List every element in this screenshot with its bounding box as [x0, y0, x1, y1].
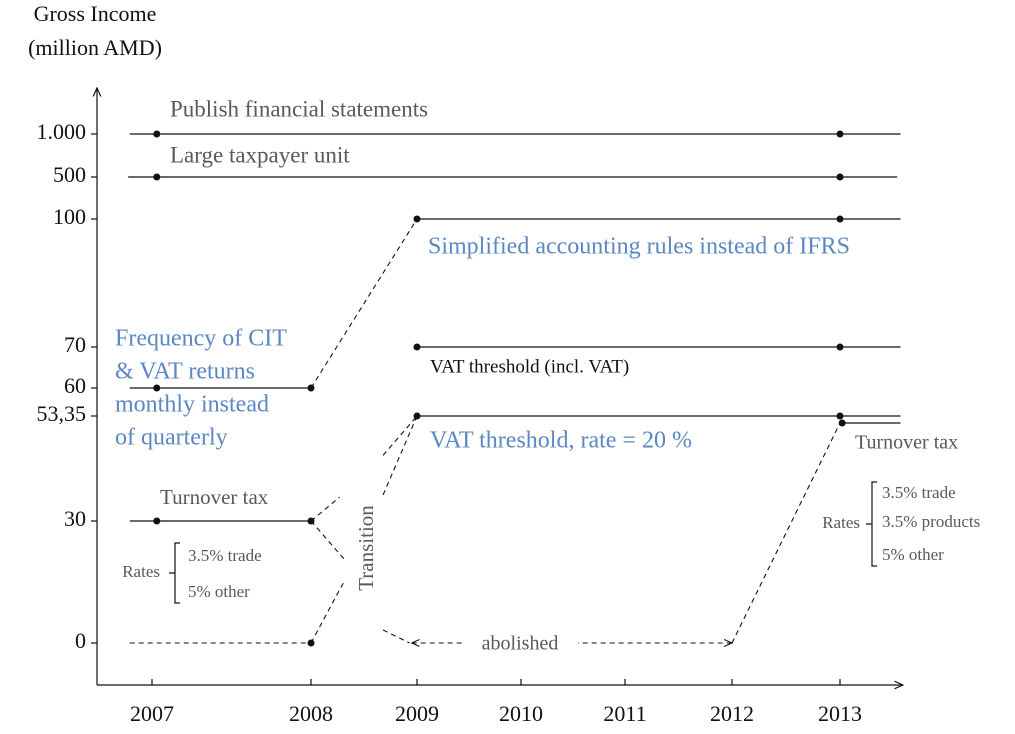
point: [838, 419, 846, 427]
threshold-segment: [310, 496, 340, 522]
annotation: Turnover tax: [160, 485, 269, 509]
annotation: Publish financial statements: [170, 96, 428, 121]
annotation: VAT threshold (incl. VAT): [430, 356, 629, 377]
rate-item: 3.5% trade: [882, 483, 956, 502]
y-axis-label: (million AMD): [28, 35, 162, 60]
rate-item: 3.5% trade: [188, 546, 262, 565]
point: [153, 517, 161, 525]
threshold-segment: [310, 520, 346, 561]
point: [413, 343, 421, 351]
y-tick-label: 30: [64, 506, 86, 531]
x-tick-label: 2007: [130, 701, 174, 726]
annotation: abolished: [482, 633, 559, 655]
y-tick-label: 100: [53, 204, 86, 229]
annotation: monthly instead: [115, 392, 269, 418]
x-tick-label: 2013: [818, 701, 862, 726]
point: [836, 173, 844, 181]
label-background: [462, 630, 578, 658]
point: [413, 215, 421, 223]
annotation: Large taxpayer unit: [170, 142, 350, 167]
y-tick-label: 0: [75, 628, 86, 653]
brace: [169, 542, 180, 604]
annotation: Frequency of CIT: [115, 326, 287, 352]
rates-label: Rates: [122, 562, 160, 581]
x-tick-label: 2008: [289, 701, 333, 726]
point: [836, 412, 844, 420]
x-tick-label: 2010: [499, 701, 543, 726]
brace: [866, 481, 877, 567]
threshold-segment: [310, 579, 346, 644]
annotation: & VAT returns: [115, 359, 255, 385]
threshold-segment: [382, 415, 418, 496]
y-tick-label: 53,35: [37, 401, 87, 426]
point: [307, 639, 315, 647]
x-tick-label: 2009: [395, 701, 439, 726]
annotation: VAT threshold, rate = 20 %: [430, 428, 692, 454]
point: [307, 384, 315, 392]
threshold-segment: [382, 629, 410, 644]
point: [153, 130, 161, 138]
threshold-segment: [382, 415, 418, 456]
rate-item: 3.5% products: [882, 512, 980, 531]
annotation: Simplified accounting rules instead of I…: [428, 234, 850, 260]
x-tick-label: 2012: [710, 701, 754, 726]
y-tick-label: 70: [64, 332, 86, 357]
y-tick-label: 500: [53, 162, 86, 187]
point: [413, 412, 421, 420]
rate-item: 5% other: [188, 582, 250, 601]
x-tick-label: 2011: [603, 701, 646, 726]
point: [153, 384, 161, 392]
y-tick-label: 60: [64, 373, 86, 398]
threshold-segment: [731, 422, 841, 644]
point: [307, 517, 315, 525]
point: [836, 130, 844, 138]
y-axis-label: Gross Income: [34, 1, 157, 26]
point: [836, 343, 844, 351]
annotation: Transition: [354, 505, 378, 591]
rates-label: Rates: [822, 513, 860, 532]
point: [836, 215, 844, 223]
point: [153, 173, 161, 181]
rate-item: 5% other: [882, 545, 944, 564]
annotation: Turnover tax: [855, 432, 958, 454]
threshold-segment: [310, 218, 418, 389]
y-tick-label: 1.000: [37, 119, 87, 144]
annotation: of quarterly: [115, 425, 228, 451]
